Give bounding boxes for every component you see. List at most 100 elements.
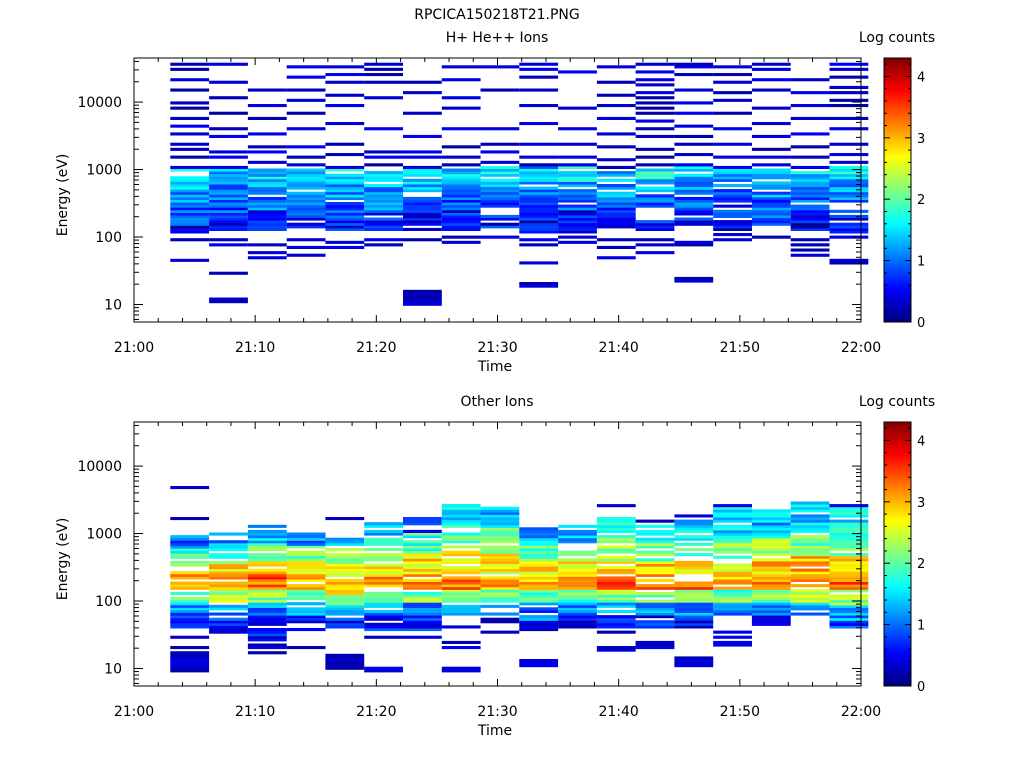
heatmap-cell: [170, 214, 210, 218]
heatmap-cell: [751, 589, 791, 593]
heatmap-cell: [790, 225, 830, 229]
heatmap-cell: [209, 617, 248, 621]
heatmap-cell: [635, 604, 675, 608]
heatmap-cell: [286, 578, 326, 582]
heatmap-cell: [441, 550, 481, 554]
heatmap-cell: [829, 529, 869, 533]
heatmap-cell: [829, 127, 869, 131]
heatmap-cell: [403, 553, 442, 557]
heatmap-cell: [558, 540, 597, 544]
heatmap-cell: [751, 558, 791, 562]
heatmap-cell: [751, 186, 791, 190]
heatmap-cell: [596, 178, 636, 182]
heatmap-cell: [325, 571, 365, 575]
heatmap-cell: [713, 589, 752, 593]
heatmap-cell: [286, 98, 326, 102]
heatmap-cell: [635, 615, 675, 619]
heatmap-cell: [829, 160, 869, 164]
heatmap-cell: [751, 560, 791, 564]
heatmap-cell: [713, 535, 752, 539]
heatmap-cell: [247, 251, 287, 255]
heatmap-cell: [519, 542, 559, 546]
heatmap-cell: [790, 199, 830, 203]
heatmap-cell: [713, 173, 752, 177]
heatmap-cell: [558, 553, 597, 557]
heatmap-cell: [364, 625, 403, 629]
heatmap-cell: [751, 147, 791, 151]
heatmap-cell: [829, 535, 869, 539]
heatmap-cell: [364, 578, 403, 582]
heatmap-cell: [713, 602, 752, 606]
heatmap-cell: [751, 122, 791, 126]
heatmap-cell: [751, 566, 791, 570]
heatmap-cell: [480, 555, 520, 559]
heatmap-cell: [286, 555, 326, 559]
heatmap-cell: [596, 80, 636, 84]
heatmap-cell: [713, 91, 752, 95]
heatmap-cell: [790, 524, 830, 528]
heatmap-cell: [364, 628, 403, 632]
heatmap-cell: [247, 225, 287, 229]
heatmap-cell: [713, 204, 752, 208]
heatmap-cell: [480, 214, 520, 218]
heatmap-cell: [209, 181, 248, 185]
heatmap-cell: [247, 199, 287, 203]
heatmap-cell: [480, 576, 520, 580]
heatmap-cell: [674, 604, 714, 608]
heatmap-cell: [480, 511, 520, 515]
heatmap-cell: [596, 529, 636, 533]
heatmap-cell: [674, 586, 714, 590]
heatmap-cell: [170, 486, 210, 490]
heatmap-cell: [286, 584, 326, 588]
heatmap-cell: [519, 202, 559, 206]
heatmap-cell: [829, 563, 869, 567]
heatmap-cell: [674, 168, 714, 172]
heatmap-cell: [635, 70, 675, 74]
heatmap-cell: [170, 191, 210, 195]
heatmap-cell: [713, 555, 752, 559]
heatmap-cell: [325, 558, 365, 562]
heatmap-cell: [519, 576, 559, 580]
heatmap-cell: [209, 597, 248, 601]
x-axis-label: Time: [477, 359, 512, 375]
heatmap-cell: [674, 607, 714, 611]
heatmap-cell: [325, 65, 365, 69]
heatmap-cell: [635, 540, 675, 544]
heatmap-cell: [596, 204, 636, 208]
heatmap-cell: [790, 578, 830, 582]
heatmap-cell: [790, 514, 830, 518]
heatmap-cell: [403, 168, 442, 172]
heatmap-cell: [635, 155, 675, 159]
heatmap-cell: [713, 176, 752, 180]
heatmap-cell: [635, 78, 675, 82]
heatmap-cell: [829, 586, 869, 590]
heatmap-cell: [441, 78, 481, 82]
x-tick-label: 22:00: [841, 704, 881, 720]
heatmap-cell: [286, 88, 326, 92]
panel-top: H+ He++ Ions Log counts 21:00 21:10 21:20 2…: [55, 30, 935, 375]
heatmap-cell: [247, 612, 287, 616]
heatmap-cell: [751, 509, 791, 513]
heatmap-cell: [790, 607, 830, 611]
heatmap-cell: [480, 550, 520, 554]
heatmap-cell: [286, 168, 326, 172]
heatmap-cell: [674, 553, 714, 557]
heatmap-cell: [364, 532, 403, 536]
heatmap-cell: [441, 189, 481, 193]
heatmap-cell: [713, 532, 752, 536]
heatmap-cell: [751, 235, 791, 239]
heatmap-cell: [480, 586, 520, 590]
heatmap-cell: [364, 597, 403, 601]
heatmap-cell: [790, 558, 830, 562]
heatmap-cell: [286, 532, 326, 536]
heatmap-cell: [403, 555, 442, 559]
heatmap-cell: [713, 594, 752, 598]
heatmap-cell: [829, 558, 869, 562]
heatmap-cell: [286, 173, 326, 177]
heatmap-cell: [286, 612, 326, 616]
x-axis-label: Time: [477, 723, 512, 739]
heatmap-cell: [558, 535, 597, 539]
heatmap-cell: [286, 127, 326, 131]
heatmap-cell: [751, 171, 791, 175]
heatmap-cell: [480, 545, 520, 549]
